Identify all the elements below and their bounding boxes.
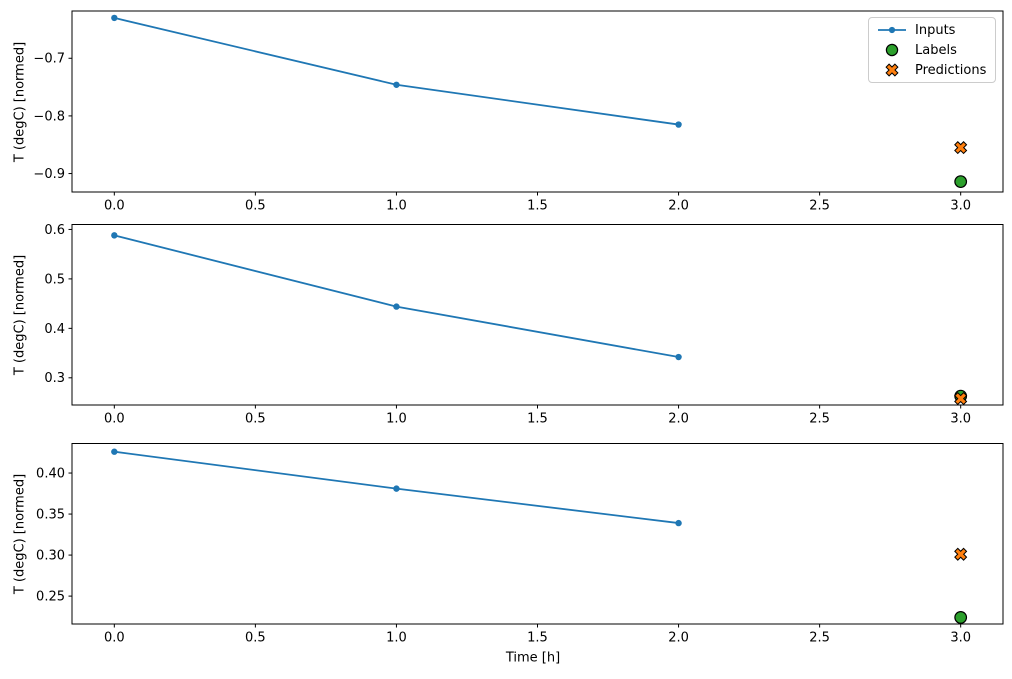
y-axis-label-bottom: T (degC) [normed]	[12, 473, 28, 594]
predictions-marker	[954, 391, 968, 406]
subplot-3: 0.0 0.5 1.0 1.5 2.0 2.5 3.0 0.25 0.30 0.35 0.40	[36, 443, 1004, 645]
y-tick-label: 0.3	[44, 371, 65, 386]
y-tick-label: 0.35	[36, 507, 65, 522]
subplot-2: 0.0 0.5 1.0 1.5 2.0 2.5 3.0 0.3 0.4 0.5 0.6	[44, 223, 1004, 426]
labels-marker	[954, 611, 968, 624]
x-tick-label: 0.5	[245, 411, 266, 426]
x-tick-label: 2.0	[668, 630, 689, 645]
x-tick-label: 1.5	[527, 198, 548, 213]
line-dot-icon	[869, 25, 915, 35]
circle-icon	[869, 42, 915, 58]
axes-frame	[71, 443, 1004, 625]
inputs-point-marker	[393, 485, 400, 492]
x-tick-label: 2.5	[809, 198, 830, 213]
legend-item-labels: Labels	[869, 40, 995, 60]
y-tick-label: 0.25	[36, 590, 65, 605]
inputs-point-marker	[393, 303, 400, 310]
legend: Inputs Labels Predictions	[868, 17, 996, 83]
inputs-point-marker	[111, 232, 118, 239]
predictions-marker	[954, 547, 968, 561]
inputs-line	[114, 17, 679, 126]
x-tick-label: 2.0	[668, 198, 689, 213]
x-tick-label: 1.5	[527, 630, 548, 645]
y-tick-label: −0.9	[33, 167, 65, 182]
labels-marker	[954, 175, 968, 189]
x-tick-label: 3.0	[950, 630, 971, 645]
y-tick-label: 0.5	[44, 272, 65, 287]
subplot-1: 0.0 0.5 1.0 1.5 2.0 2.5 3.0 −0.7 −0.8 −0.9	[33, 10, 1004, 213]
y-tick-label: 0.30	[36, 549, 65, 564]
x-tick-label: 1.0	[386, 630, 407, 645]
x-icon	[869, 62, 915, 78]
y-tick-label: 0.4	[44, 322, 65, 337]
inputs-point-marker	[675, 353, 682, 361]
inputs-point-marker	[111, 14, 118, 22]
inputs-point-marker	[675, 519, 682, 527]
x-tick-label: 2.0	[668, 411, 689, 426]
y-tick-label: −0.8	[33, 109, 65, 124]
y-axis-label-middle: T (degC) [normed]	[12, 254, 28, 375]
y-tick-label: 0.40	[36, 466, 65, 481]
inputs-point-marker	[675, 121, 682, 128]
x-tick-label: 3.0	[950, 411, 971, 426]
x-tick-label: 0.5	[245, 630, 266, 645]
legend-item-predictions: Predictions	[869, 60, 995, 80]
axes-frame	[71, 224, 1004, 406]
x-tick-label: 3.0	[950, 198, 971, 213]
x-tick-label: 2.5	[809, 630, 830, 645]
x-tick-label: 0.0	[104, 411, 125, 426]
x-tick-label: 2.5	[809, 411, 830, 426]
y-tick-label: 0.6	[44, 223, 65, 238]
axes-frame	[71, 10, 1004, 193]
inputs-point-marker	[111, 448, 118, 455]
predictions-marker	[954, 141, 968, 155]
x-tick-label: 0.0	[104, 198, 125, 213]
y-axis-label-top: T (degC) [normed]	[12, 41, 28, 162]
x-tick-label: 1.5	[527, 411, 548, 426]
x-axis-label: Time [h]	[505, 650, 561, 666]
x-tick-label: 0.5	[245, 198, 266, 213]
legend-label: Inputs	[915, 22, 956, 38]
y-tick-label: −0.7	[33, 52, 65, 67]
legend-label: Predictions	[915, 62, 987, 78]
legend-label: Labels	[915, 42, 957, 58]
legend-item-inputs: Inputs	[869, 20, 995, 40]
x-tick-label: 0.0	[104, 630, 125, 645]
x-tick-label: 1.0	[386, 411, 407, 426]
x-tick-label: 1.0	[386, 198, 407, 213]
inputs-point-marker	[393, 81, 400, 88]
inputs-line	[114, 234, 679, 358]
